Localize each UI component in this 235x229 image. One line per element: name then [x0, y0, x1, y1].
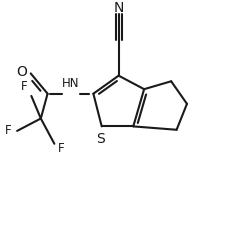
- Text: HN: HN: [61, 77, 79, 90]
- Text: N: N: [114, 1, 124, 15]
- Text: F: F: [5, 124, 12, 137]
- Text: O: O: [16, 65, 27, 79]
- Text: F: F: [58, 142, 64, 155]
- Text: S: S: [96, 132, 105, 146]
- Text: F: F: [21, 80, 28, 93]
